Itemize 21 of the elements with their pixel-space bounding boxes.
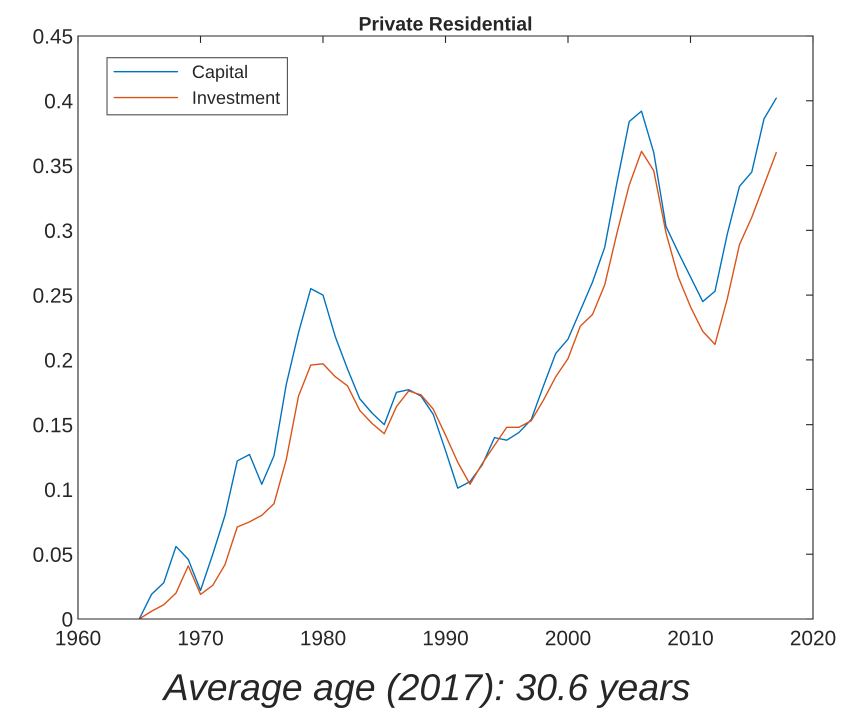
y-tick-label: 0.45 bbox=[33, 29, 72, 44]
y-tick-label: 0.1 bbox=[44, 482, 72, 498]
x-tick-label: 2010 bbox=[668, 630, 713, 646]
y-tick-label: 0.35 bbox=[33, 158, 72, 174]
y-tick-label: 0.15 bbox=[33, 418, 72, 432]
x-tick-label: 1960 bbox=[56, 630, 100, 646]
legend-label: Investment bbox=[194, 91, 280, 104]
x-tick-label: 2020 bbox=[790, 630, 836, 646]
y-tick-label: 0.05 bbox=[33, 547, 72, 562]
x-tick-label: 1990 bbox=[424, 630, 468, 646]
y-tick-label: 0.3 bbox=[44, 223, 72, 238]
y-tick-label: 0 bbox=[62, 612, 72, 627]
x-tick-label: 2000 bbox=[546, 630, 590, 646]
x-tick-label: 1970 bbox=[178, 630, 223, 646]
y-tick-label: 0.4 bbox=[44, 94, 73, 109]
y-tick-label: 0.25 bbox=[33, 288, 72, 303]
text: Average age (2017): 30.6 years bbox=[162, 672, 690, 708]
x-tick-label: 1980 bbox=[301, 630, 346, 646]
y-tick-label: 0.2 bbox=[44, 352, 72, 368]
legend-label: Capital bbox=[192, 64, 247, 82]
chart-title: Private Residential bbox=[360, 16, 532, 31]
